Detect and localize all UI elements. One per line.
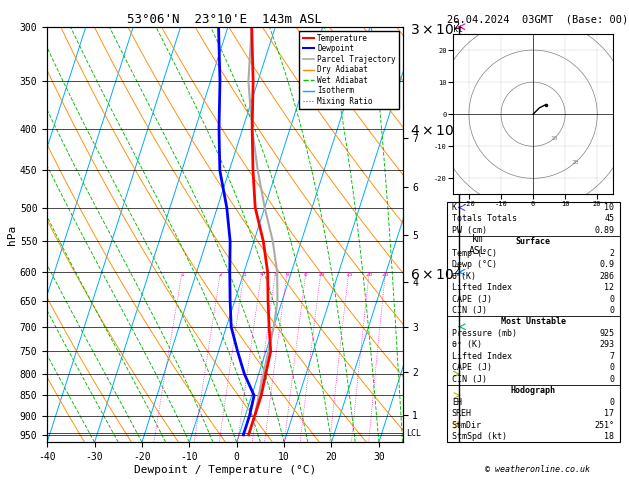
Text: 20: 20 [571, 160, 579, 165]
Text: Dewp (°C): Dewp (°C) [452, 260, 497, 269]
Text: θᵉ(K): θᵉ(K) [452, 272, 477, 280]
Text: 20: 20 [365, 272, 373, 277]
Y-axis label: km
ASL: km ASL [469, 235, 486, 256]
Text: EH: EH [452, 398, 462, 407]
Text: 0: 0 [610, 375, 615, 384]
Text: 0: 0 [610, 306, 615, 315]
Text: 25: 25 [382, 272, 389, 277]
Text: 4: 4 [260, 272, 264, 277]
Title: 53°06'N  23°10'E  143m ASL: 53°06'N 23°10'E 143m ASL [127, 13, 323, 26]
Text: CAPE (J): CAPE (J) [452, 364, 492, 372]
Text: 0.9: 0.9 [599, 260, 615, 269]
Text: 15: 15 [345, 272, 352, 277]
Text: StmDir: StmDir [452, 420, 482, 430]
Text: 3: 3 [242, 272, 246, 277]
Text: © weatheronline.co.uk: © weatheronline.co.uk [486, 465, 590, 474]
Text: Surface: Surface [516, 237, 550, 246]
Text: Totals Totals: Totals Totals [452, 214, 517, 224]
Text: 0: 0 [610, 364, 615, 372]
Text: PW (cm): PW (cm) [452, 226, 487, 235]
Text: 0.89: 0.89 [594, 226, 615, 235]
Text: 1: 1 [181, 272, 184, 277]
Text: CIN (J): CIN (J) [452, 306, 487, 315]
Text: 286: 286 [599, 272, 615, 280]
Text: Pressure (mb): Pressure (mb) [452, 329, 517, 338]
Text: 10: 10 [604, 203, 615, 212]
Text: 251°: 251° [594, 420, 615, 430]
Text: SREH: SREH [452, 409, 472, 418]
Text: 12: 12 [604, 283, 615, 292]
Text: 7: 7 [610, 352, 615, 361]
Text: θᵉ (K): θᵉ (K) [452, 340, 482, 349]
Text: 293: 293 [599, 340, 615, 349]
Text: 45: 45 [604, 214, 615, 224]
Text: 10: 10 [317, 272, 325, 277]
X-axis label: Dewpoint / Temperature (°C): Dewpoint / Temperature (°C) [134, 465, 316, 475]
Text: Temp (°C): Temp (°C) [452, 249, 497, 258]
Text: 6: 6 [286, 272, 289, 277]
Text: CAPE (J): CAPE (J) [452, 295, 492, 304]
Text: 5: 5 [274, 272, 277, 277]
Text: 0: 0 [610, 398, 615, 407]
Y-axis label: hPa: hPa [7, 225, 17, 244]
Text: 8: 8 [304, 272, 308, 277]
Text: Hodograph: Hodograph [511, 386, 555, 395]
Text: 2: 2 [219, 272, 222, 277]
Text: 18: 18 [604, 432, 615, 441]
Text: 10: 10 [550, 136, 558, 141]
Text: Lifted Index: Lifted Index [452, 283, 512, 292]
Text: 0: 0 [610, 295, 615, 304]
Legend: Temperature, Dewpoint, Parcel Trajectory, Dry Adiabat, Wet Adiabat, Isotherm, Mi: Temperature, Dewpoint, Parcel Trajectory… [299, 31, 399, 109]
Text: 17: 17 [604, 409, 615, 418]
Text: StmSpd (kt): StmSpd (kt) [452, 432, 507, 441]
Text: 26.04.2024  03GMT  (Base: 00): 26.04.2024 03GMT (Base: 00) [447, 15, 628, 25]
Text: Lifted Index: Lifted Index [452, 352, 512, 361]
Text: 925: 925 [599, 329, 615, 338]
Text: LCL: LCL [406, 429, 421, 437]
Text: CIN (J): CIN (J) [452, 375, 487, 384]
Text: kt: kt [453, 25, 463, 34]
Text: K: K [452, 203, 457, 212]
Text: Most Unstable: Most Unstable [501, 317, 565, 327]
Text: 2: 2 [610, 249, 615, 258]
